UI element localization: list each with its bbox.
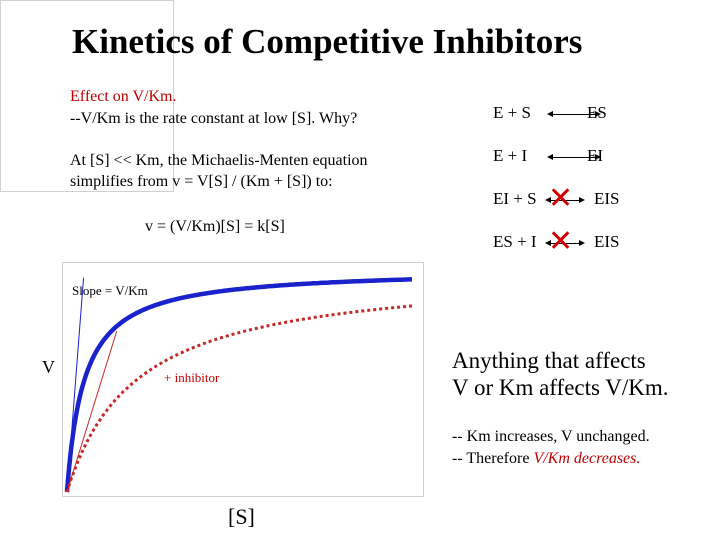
slide-title: Kinetics of Competitive Inhibitors	[72, 22, 583, 61]
kinetics-plot	[62, 262, 424, 497]
eq-left-eis-2: ES + I	[493, 232, 537, 251]
blocked-x-icon: ✕	[548, 224, 574, 259]
slope-label: Slope = V/Km	[72, 283, 148, 298]
effect-heading: Effect on V/Km.	[70, 88, 177, 105]
rate-formula: v = (V/Km)[S] = k[S]	[145, 218, 285, 235]
x-axis-label: [S]	[228, 504, 255, 529]
blocked-x-icon: ✕	[548, 181, 574, 216]
y-axis-label: V	[42, 357, 55, 377]
equilibria-box	[0, 0, 174, 192]
equilibrium-arrow-icon	[553, 114, 595, 115]
inhibited-curve	[65, 304, 413, 493]
eq-left-ei: E + I	[493, 146, 528, 165]
eq-left-eis-1: EI + S	[493, 189, 537, 208]
inhibited-tangent-line	[66, 331, 118, 493]
eq-right-es: ES	[587, 103, 607, 122]
eq-right-eis-2: EIS	[594, 232, 620, 251]
kinetics-plot-svg	[64, 277, 413, 493]
km-increase-note: -- Km increases, V unchanged.	[452, 428, 650, 445]
equilibrium-arrow-icon	[551, 243, 579, 244]
therefore-note: -- Therefore V/Km decreases.	[452, 450, 640, 468]
inhibitor-label: + inhibitor	[164, 370, 220, 385]
mm-text-line1: At [S] << Km, the Michaelis-Menten equat…	[70, 152, 368, 169]
eq-left-es: E + S	[493, 103, 531, 122]
uninhibited-tangent-line	[66, 277, 85, 493]
therefore-emphasis: V/Km decreases.	[533, 450, 641, 467]
equilibrium-arrow-icon	[551, 200, 579, 201]
effect-explanation: --V/Km is the rate constant at low [S]. …	[70, 110, 358, 127]
mm-text-line2: simplifies from v = V[S] / (Km + [S]) to…	[70, 173, 333, 190]
conclusion-line2: V or Km affects V/Km.	[452, 375, 669, 400]
conclusion-line1: Anything that affects	[452, 348, 646, 373]
uninhibited-curve	[64, 277, 412, 493]
equilibrium-arrow-icon	[553, 157, 595, 158]
therefore-prefix: -- Therefore	[452, 450, 534, 467]
eq-right-eis-1: EIS	[594, 189, 620, 208]
eq-right-ei: EI	[587, 146, 604, 165]
